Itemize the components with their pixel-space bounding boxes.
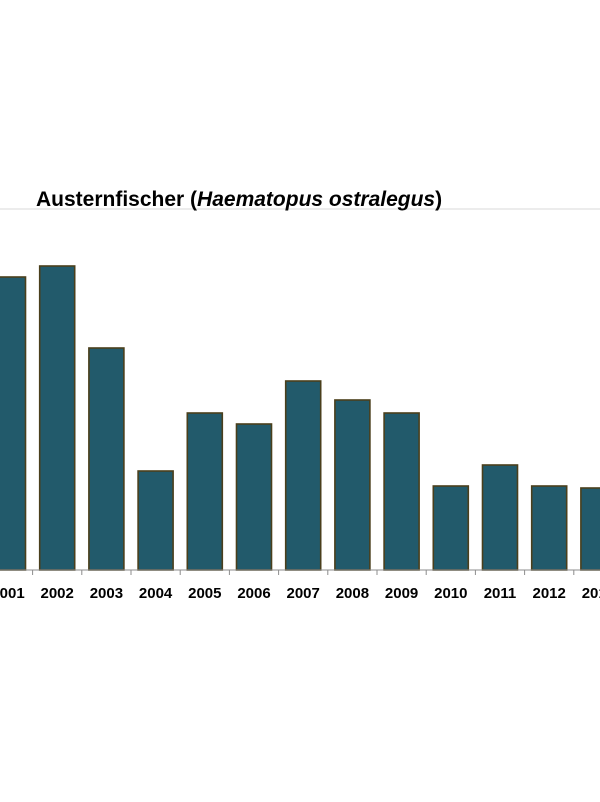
x-tick-label-2008: 2008	[336, 585, 369, 602]
x-tick-label-2004: 2004	[139, 585, 173, 602]
x-tick-label-2012: 2012	[533, 585, 566, 602]
x-tick-label-2011: 2011	[484, 585, 517, 602]
x-tick-label-2005: 2005	[188, 585, 221, 602]
bar-2003	[88, 347, 125, 571]
x-tick-label-2010: 2010	[434, 585, 467, 602]
bar-2012	[530, 485, 568, 571]
bar-2006	[235, 423, 273, 571]
chart-title: Austernfischer (Haematopus ostralegus)	[36, 188, 442, 211]
x-tick-label-2003: 2003	[90, 585, 123, 602]
bar-2004	[137, 470, 174, 571]
bar-2013	[580, 487, 600, 571]
x-tick-label-2001: 2001	[0, 585, 25, 602]
bar-2002	[38, 265, 76, 571]
bar-2010	[432, 485, 470, 571]
bars	[0, 265, 600, 571]
bar-2007	[284, 380, 322, 571]
bar-2001	[0, 276, 27, 571]
bar-2011	[481, 464, 519, 571]
x-axis-labels: 2001 2002 2003 2004 2005 2006 2007 2008 2009 2010…	[0, 585, 600, 602]
x-tick-label-2009: 2009	[385, 585, 418, 602]
x-axis-ticks	[32, 570, 575, 575]
x-tick-label-2002: 2002	[41, 585, 74, 602]
x-tick-label-2007: 2007	[287, 585, 320, 602]
bar-2009	[383, 412, 420, 571]
x-tick-label-2013: 2013	[582, 585, 600, 602]
bar-2008	[334, 399, 371, 571]
bar-2005	[186, 412, 224, 571]
x-tick-label-2006: 2006	[237, 585, 270, 602]
